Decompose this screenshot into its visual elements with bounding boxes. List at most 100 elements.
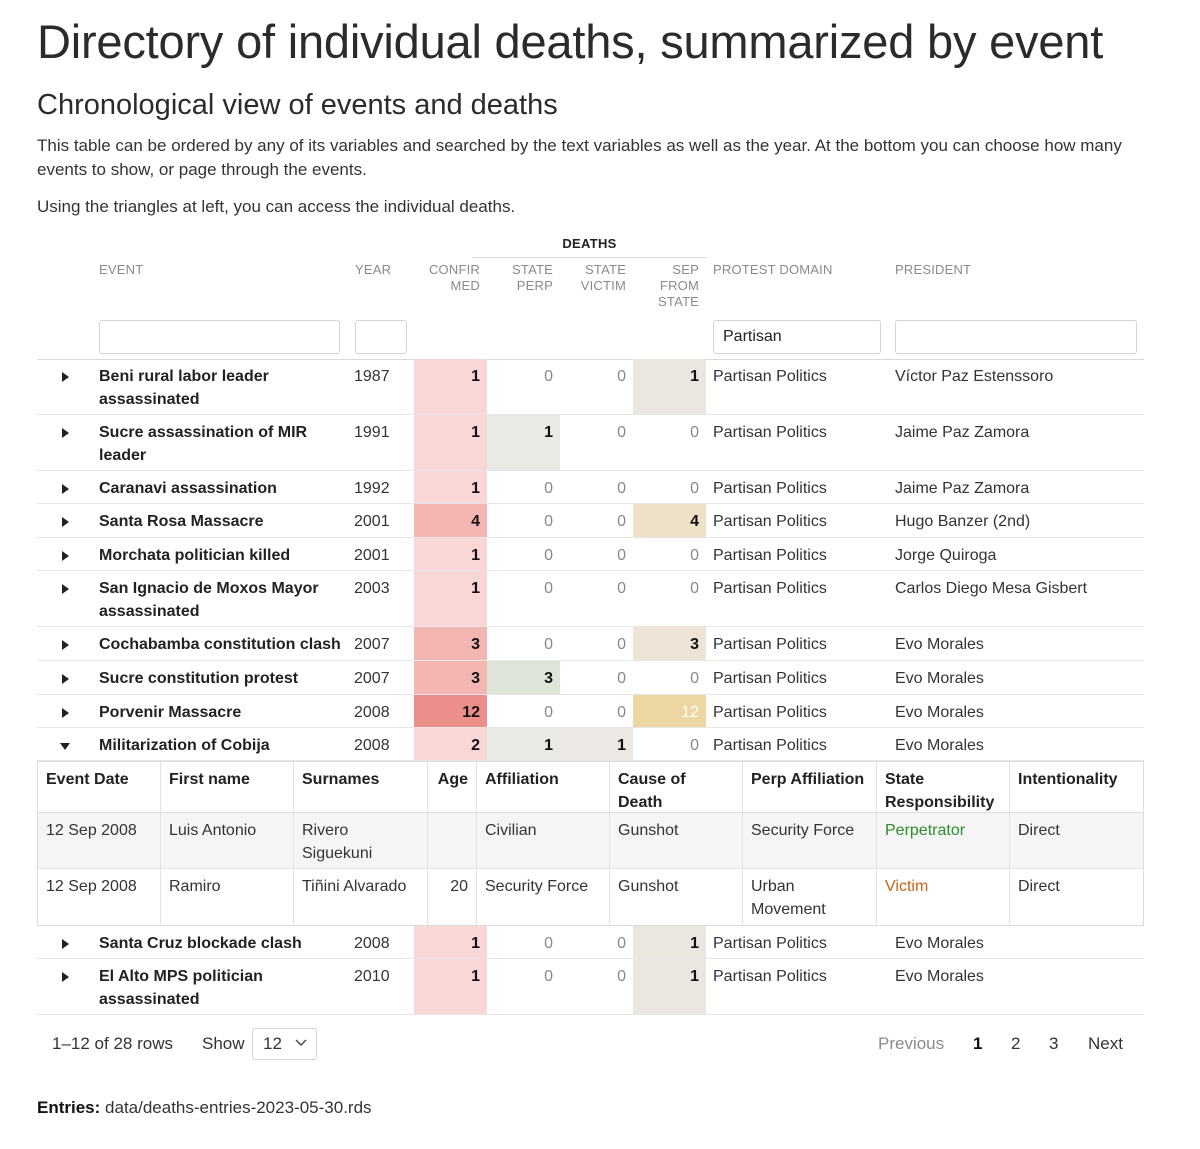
subtable-header-age[interactable]: Age	[428, 762, 477, 812]
triangle-down-icon[interactable]	[59, 740, 71, 752]
event-year: 2003	[354, 580, 390, 597]
event-year: 2007	[354, 670, 390, 687]
event-name-line: Militarization of Cobija	[99, 737, 270, 754]
state-victim-count: 0	[617, 480, 626, 497]
page-2-button[interactable]: 2	[1011, 1034, 1021, 1053]
event-year: 2010	[354, 968, 390, 985]
protest-domain: Partisan Politics	[713, 636, 827, 653]
triangle-right-icon[interactable]	[59, 971, 71, 983]
state-victim-count: 0	[617, 547, 626, 564]
protest-domain-filter-input[interactable]	[713, 320, 881, 354]
president: Carlos Diego Mesa Gisbert	[895, 580, 1088, 597]
triangle-right-icon[interactable]	[59, 483, 71, 495]
event-name-line: San Ignacio de Moxos Mayor	[99, 580, 319, 597]
confirmed-count: 1	[414, 359, 487, 414]
header-state-perp[interactable]: STATE PERP	[487, 262, 553, 294]
state-perp-count: 0	[544, 547, 553, 564]
subtable-header-perp-affiliation[interactable]: Perp Affiliation	[743, 762, 877, 812]
subtable-header-intentionality[interactable]: Intentionality	[1018, 771, 1118, 788]
header-year[interactable]: YEAR	[355, 262, 392, 277]
subtable-header-state-responsibility[interactable]: State Responsibility	[877, 762, 1010, 812]
event-year: 2007	[354, 636, 390, 653]
triangle-right-icon[interactable]	[59, 639, 71, 651]
protest-domain: Partisan Politics	[713, 580, 827, 597]
event-name: Cochabamba constitution clash	[99, 627, 347, 660]
next-page-button[interactable]: Next	[1088, 1034, 1123, 1053]
death-intentionality: Direct	[1018, 878, 1060, 895]
sep-from-state-count: 1	[633, 359, 706, 414]
subtable-header-cause-of-death[interactable]: Cause of Death	[610, 762, 743, 812]
sep-from-state-count: 1	[633, 959, 706, 1014]
president-filter-input[interactable]	[895, 320, 1137, 354]
event-row[interactable]: Militarization of Cobija 2008 2 1 1 0 Partisan…	[37, 728, 1144, 761]
state-victim-count: 0	[617, 424, 626, 441]
state-victim-count: 0	[617, 513, 626, 530]
header-sep-from-state[interactable]: SEP FROM STATE	[633, 262, 699, 310]
header-confirmed-line: CONFIR	[428, 262, 480, 277]
subtable-header-event-date[interactable]: Event Date	[38, 762, 161, 812]
header-event[interactable]: EVENT	[99, 262, 144, 277]
subtable-header-first-name[interactable]: First name	[161, 762, 294, 812]
event-name-line: Morchata politician killed	[99, 547, 291, 564]
header-protest-domain[interactable]: PROTEST DOMAIN	[713, 262, 833, 277]
header-president[interactable]: PRESIDENT	[895, 262, 972, 277]
triangle-right-icon[interactable]	[59, 583, 71, 595]
event-name: Sucre assassination of MIR leader	[99, 415, 347, 470]
death-intentionality: Direct	[1018, 822, 1060, 839]
president: Evo Morales	[895, 737, 984, 754]
event-row[interactable]: El Alto MPS politician assassinated 2010 1 0…	[37, 959, 1144, 1015]
death-first-name: Luis Antonio	[161, 813, 294, 868]
triangle-right-icon[interactable]	[59, 427, 71, 439]
triangle-right-icon[interactable]	[59, 516, 71, 528]
confirmed-count: 1	[414, 571, 487, 626]
confirmed-count: 3	[414, 627, 487, 660]
header-state-victim-line: STATE	[585, 262, 626, 277]
event-year: 2001	[354, 513, 390, 530]
entries-label: Entries:	[37, 1098, 101, 1117]
header-state-victim[interactable]: STATE VICTIM	[560, 262, 626, 294]
subtable-header-surnames[interactable]: Surnames	[294, 762, 428, 812]
header-state-victim-line: VICTIM	[580, 278, 626, 293]
sep-from-state-count: 0	[690, 480, 699, 497]
event-row[interactable]: Santa Cruz blockade clash 2008 1 0 0 1 Partisa…	[37, 926, 1144, 959]
event-row[interactable]: San Ignacio de Moxos Mayor assassinated 20…	[37, 571, 1144, 627]
event-row[interactable]: Morchata politician killed 2001 1 0 0 0 Partis…	[37, 538, 1144, 571]
triangle-right-icon[interactable]	[59, 938, 71, 950]
event-year: 1987	[354, 368, 390, 385]
triangle-right-icon[interactable]	[59, 371, 71, 383]
event-name-line: Cochabamba constitution clash	[99, 636, 341, 653]
subtable-row: 12 Sep 2008 Luis Antonio Rivero Siguekun…	[38, 813, 1143, 869]
event-name-line: leader	[99, 447, 147, 464]
previous-page-button[interactable]: Previous	[878, 1034, 945, 1053]
event-filter-input[interactable]	[99, 320, 340, 354]
sep-from-state-count: 1	[633, 926, 706, 958]
triangle-right-icon[interactable]	[59, 707, 71, 719]
protest-domain: Partisan Politics	[713, 547, 827, 564]
triangle-right-icon[interactable]	[59, 673, 71, 685]
death-surnames: Tiñini Alvarado	[294, 869, 428, 925]
header-confirmed[interactable]: CONFIR MED	[414, 262, 480, 294]
president: Evo Morales	[895, 935, 984, 952]
event-row[interactable]: Beni rural labor leader assassinated 1987 1…	[37, 359, 1144, 415]
president: Víctor Paz Estenssoro	[895, 368, 1054, 385]
event-row[interactable]: Cochabamba constitution clash 2007 3 0 0 3 Par…	[37, 627, 1144, 661]
event-row[interactable]: Porvenir Massacre 2008 12 0 0 12 Partisan Poli…	[37, 695, 1144, 728]
header-state-perp-line: PERP	[516, 278, 553, 293]
triangle-right-icon[interactable]	[59, 550, 71, 562]
subtable-header-affiliation[interactable]: Affiliation	[477, 762, 610, 812]
page-3-button[interactable]: 3	[1049, 1034, 1059, 1053]
sep-from-state-count: 0	[690, 424, 699, 441]
state-perp-count: 0	[544, 704, 553, 721]
page-1-button[interactable]: 1	[973, 1034, 983, 1053]
year-filter-input[interactable]	[355, 320, 407, 354]
event-row[interactable]: Caranavi assassination 1992 1 0 0 0 Partisan P…	[37, 471, 1144, 504]
page-size-select[interactable]: 12	[252, 1028, 317, 1060]
event-row[interactable]: Sucre constitution protest 2007 3 3 0 0 Partis…	[37, 661, 1144, 695]
state-perp-count: 0	[544, 968, 553, 985]
confirmed-count: 1	[414, 415, 487, 470]
event-name-line: Caranavi assassination	[99, 480, 277, 497]
row-count-summary: 1–12 of 28 rows	[52, 1034, 173, 1053]
event-row[interactable]: Santa Rosa Massacre 2001 4 0 0 4 Partisan Poli…	[37, 504, 1144, 538]
event-row[interactable]: Sucre assassination of MIR leader 1991 1 1 0 0…	[37, 415, 1144, 471]
sep-from-state-count: 0	[690, 737, 699, 754]
